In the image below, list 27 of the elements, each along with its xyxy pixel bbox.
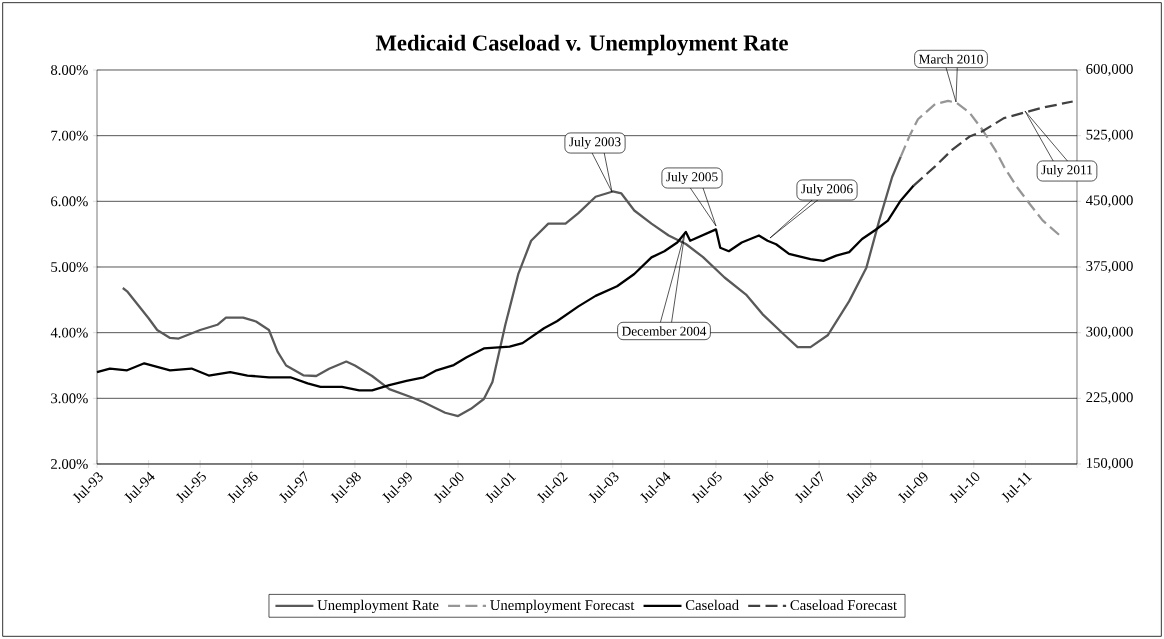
y-tick-label: 4.00% — [50, 327, 88, 338]
annotation: July 2006 — [801, 183, 853, 197]
line-series — [899, 99, 1061, 237]
annotation: July 2005 — [666, 171, 718, 185]
legend-label: Caseload — [685, 599, 739, 611]
text: March 2010 — [918, 54, 983, 64]
y-tick-label: 8.00% — [50, 65, 88, 75]
annotation: December 2004 — [621, 326, 707, 336]
y2-tick-label: 525,000 — [1086, 129, 1133, 142]
y2-tick-label: 300,000 — [1086, 326, 1133, 339]
annotation: July 2011 — [1041, 164, 1093, 178]
legend-label: Unemployment Forecast — [490, 599, 635, 614]
y2-tick-label: 150,000 — [1087, 457, 1133, 470]
chart-title: Medicaid Caseload v. Unemployment Rate — [375, 34, 788, 56]
y2-tick-label: 450,000 — [1085, 195, 1133, 208]
annotation: July 2003 — [569, 136, 621, 150]
y2-tick-label: 375,000 — [1086, 260, 1133, 273]
legend-label: Unemployment Rate — [317, 599, 439, 614]
line-series — [121, 155, 902, 418]
y-tick-label: 3.00% — [51, 393, 88, 404]
y2-tick-label: 225,000 — [1086, 392, 1133, 405]
legend-label: Caseload Forecast — [790, 599, 897, 611]
y-tick-label: 7.00% — [51, 130, 88, 141]
y-tick-label: 6.00% — [51, 196, 88, 207]
y-tick-label: 5.00% — [51, 262, 88, 272]
y-tick-label: 2.00% — [51, 459, 88, 469]
y2-tick-label: 600,000 — [1086, 64, 1133, 76]
